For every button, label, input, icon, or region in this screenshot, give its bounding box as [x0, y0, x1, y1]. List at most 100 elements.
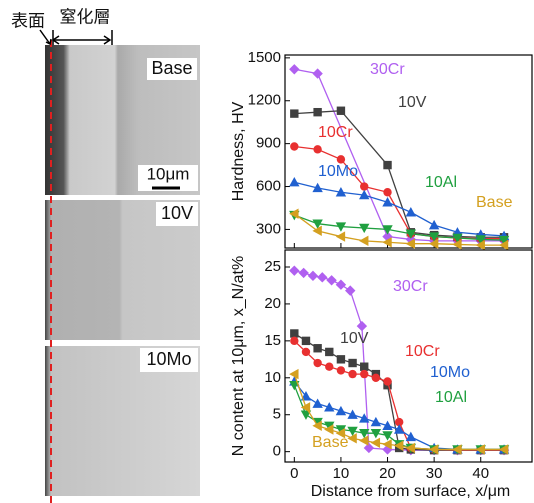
marker — [452, 233, 463, 244]
scale-bar-label: 10μm — [147, 164, 190, 183]
y-tick-label: 25 — [264, 258, 281, 275]
marker — [475, 444, 485, 455]
y-tick-label: 20 — [264, 295, 281, 312]
marker — [325, 347, 334, 357]
series-label: 30Cr — [393, 278, 428, 295]
marker — [359, 189, 370, 200]
layer-arrow-heads — [51, 30, 113, 45]
marker — [290, 329, 299, 338]
marker — [382, 237, 392, 248]
marker — [345, 285, 356, 296]
y-tick-label: 15 — [264, 332, 281, 349]
marker — [452, 239, 462, 250]
marker — [336, 355, 346, 364]
marker — [498, 444, 509, 455]
marker — [326, 275, 337, 286]
marker — [312, 398, 323, 408]
plot-frame — [284, 54, 533, 249]
marker — [289, 265, 300, 276]
y-axis-label: N content at 10μm, x_N/at% — [230, 256, 247, 456]
marker — [324, 424, 334, 435]
marker — [405, 229, 417, 239]
panel-label: 10Mo — [146, 349, 191, 369]
marker — [383, 160, 392, 170]
y-tick-label: 1200 — [248, 92, 281, 109]
y-tick-label: 0 — [273, 443, 281, 460]
panel-label: Base — [151, 58, 192, 78]
marker — [289, 64, 300, 75]
marker — [335, 405, 347, 416]
marker — [348, 369, 357, 379]
marker — [313, 145, 322, 154]
marker — [428, 238, 439, 249]
series-label: 30Cr — [370, 61, 405, 78]
label-bg — [156, 202, 198, 226]
marker — [347, 426, 358, 437]
y-tick-label: 5 — [273, 406, 281, 423]
marker — [405, 431, 417, 442]
series-label: 10Mo — [430, 364, 470, 381]
series-line — [294, 214, 505, 241]
marker — [371, 373, 381, 382]
marker — [325, 362, 334, 371]
marker — [382, 225, 393, 235]
panel-label: 10V — [161, 203, 193, 223]
marker — [336, 366, 346, 375]
marker — [347, 409, 358, 419]
marker — [289, 208, 299, 219]
surface-label: 表面 — [11, 11, 45, 30]
marker — [335, 222, 347, 232]
series-line — [293, 213, 505, 246]
marker — [405, 442, 416, 454]
marker — [312, 420, 322, 432]
marker — [405, 207, 417, 217]
marker — [312, 219, 323, 229]
marker — [428, 219, 440, 230]
marker — [370, 437, 381, 448]
marker — [317, 272, 328, 283]
marker — [312, 182, 323, 193]
marker — [498, 239, 509, 251]
marker — [336, 106, 346, 115]
series-label: 10Cr — [405, 343, 440, 360]
series-label: 10Al — [435, 389, 467, 406]
marker — [312, 225, 322, 237]
marker — [300, 402, 311, 413]
marker — [290, 142, 299, 151]
layer-label: 窒化層 — [60, 7, 111, 26]
y-tick-label: 300 — [256, 220, 281, 237]
marker — [360, 182, 369, 191]
series-label: Base — [476, 194, 513, 211]
marker — [382, 197, 393, 207]
marker — [324, 402, 335, 412]
marker — [290, 109, 299, 118]
series-label: 10Cr — [318, 124, 353, 141]
x-axis-label: Distance from surface, x/μm — [311, 483, 511, 500]
marker — [313, 358, 322, 368]
x-tick-label: 10 — [333, 465, 350, 482]
marker — [336, 155, 346, 164]
marker — [360, 369, 369, 379]
marker — [307, 270, 319, 282]
marker — [393, 424, 405, 434]
series-line — [294, 181, 505, 237]
y-tick-label: 1500 — [248, 49, 281, 66]
marker — [347, 433, 357, 444]
x-tick-label: 30 — [426, 465, 443, 482]
marker — [363, 442, 375, 454]
marker — [359, 435, 369, 446]
marker — [360, 362, 369, 371]
marker — [301, 336, 311, 346]
marker — [393, 440, 404, 451]
marker — [452, 444, 462, 455]
marker — [335, 425, 347, 435]
x-tick-label: 20 — [379, 465, 396, 482]
marker — [300, 410, 312, 420]
marker — [359, 413, 370, 423]
marker — [290, 336, 299, 346]
marker — [359, 235, 369, 247]
marker — [428, 444, 439, 455]
marker — [335, 279, 347, 290]
